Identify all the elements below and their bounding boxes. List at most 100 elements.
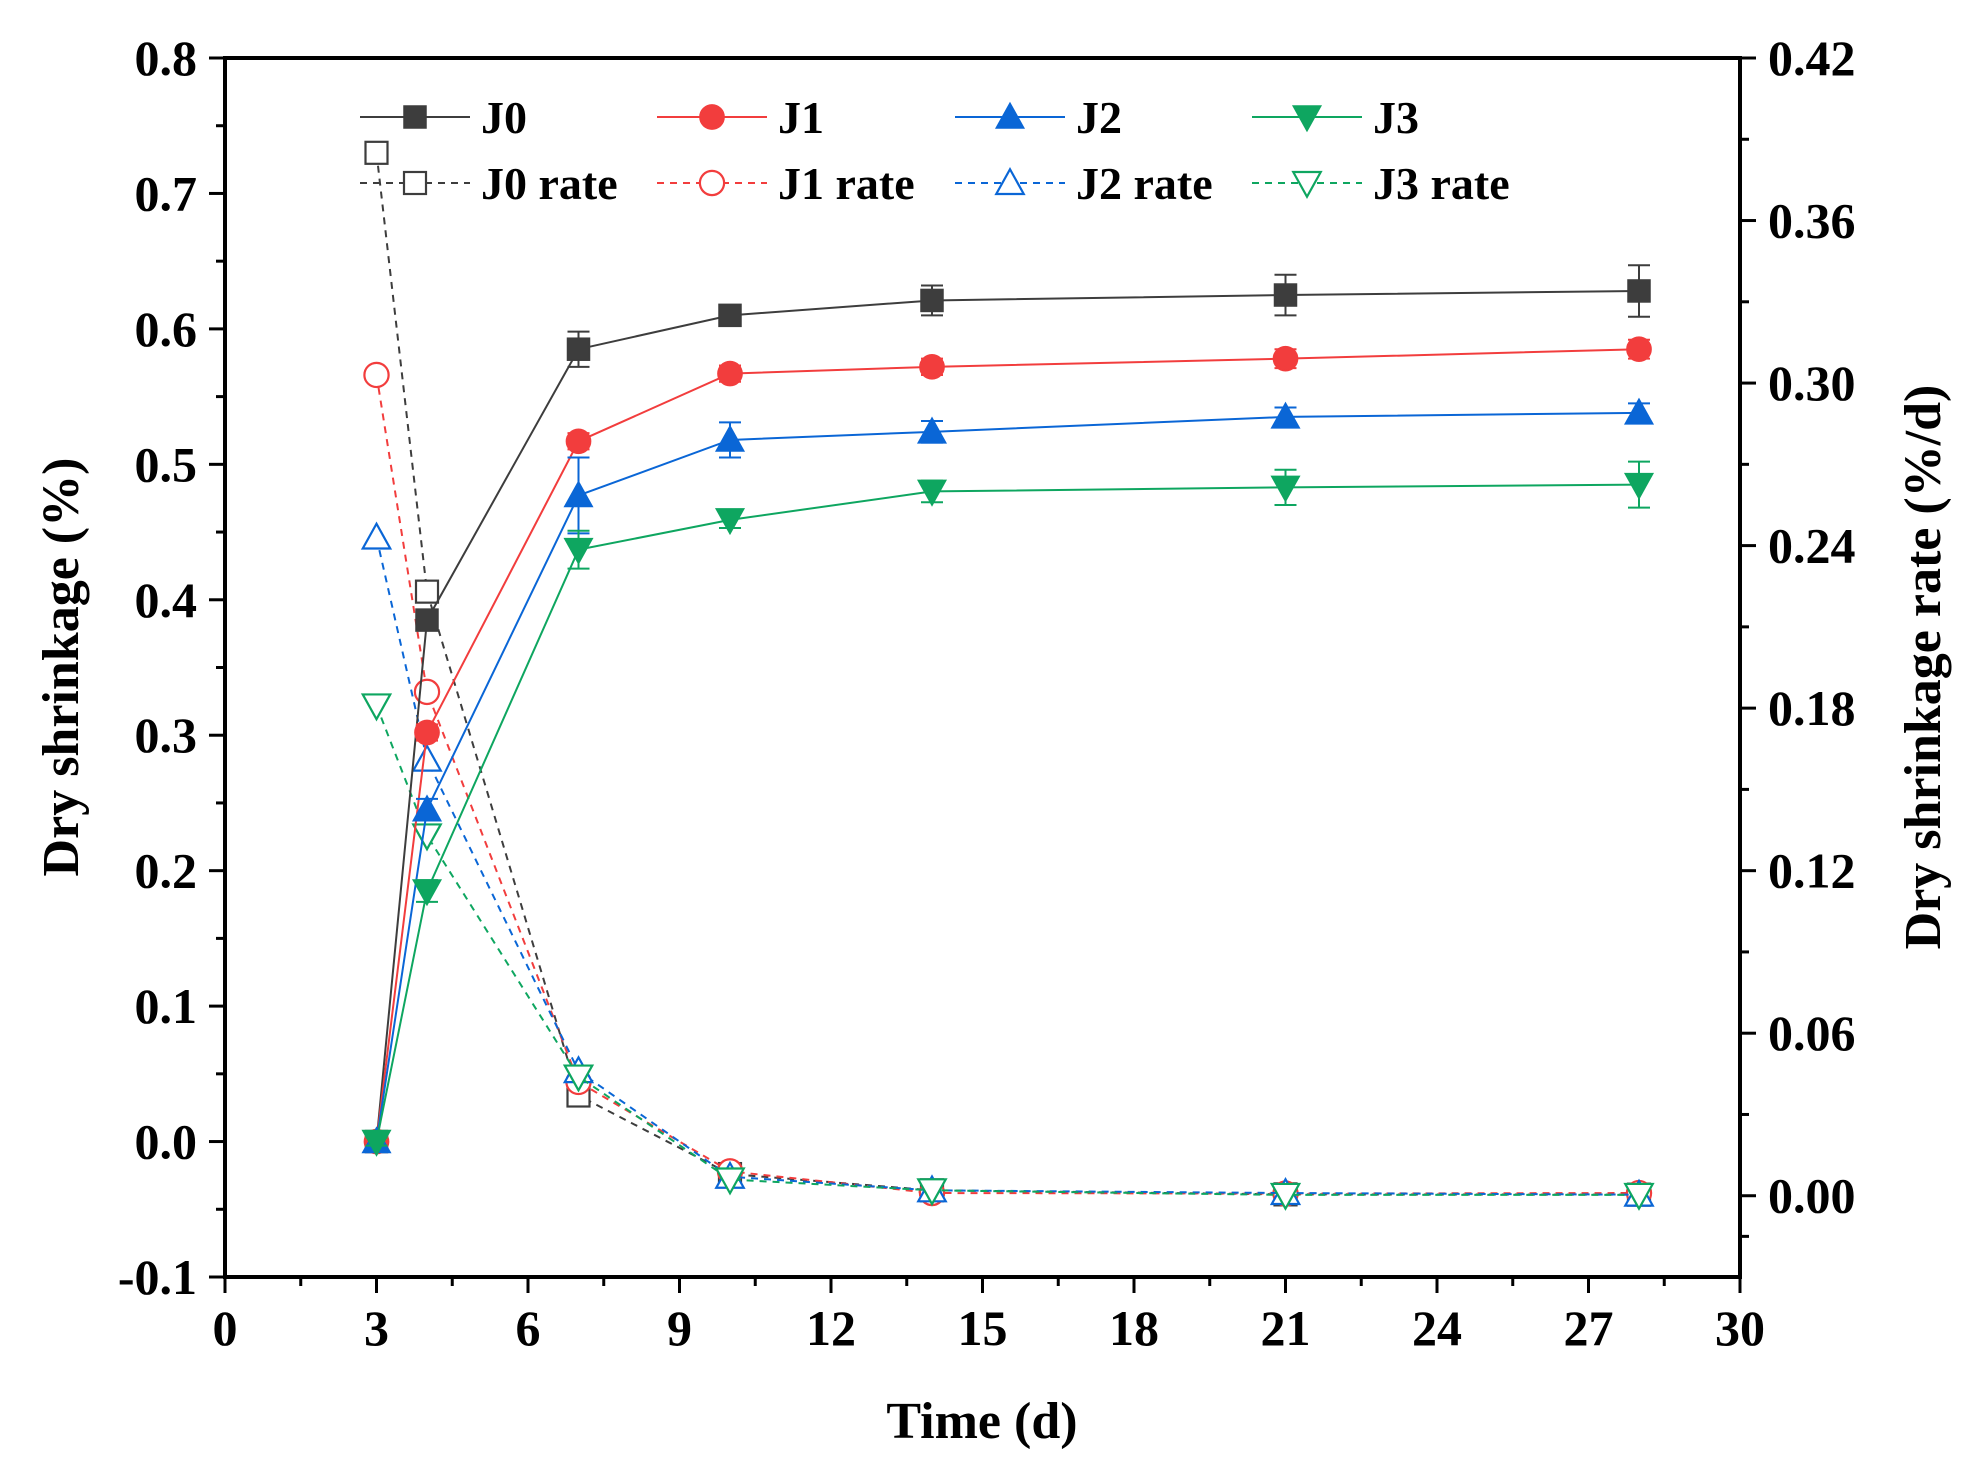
data-point: [361, 1129, 392, 1157]
data-point: [1623, 472, 1655, 500]
x-tick-label: 6: [516, 1300, 541, 1356]
y-tick-label: 0.0: [135, 1114, 198, 1170]
legend-item-j2: J2: [955, 92, 1122, 143]
series-j1-rate: [363, 361, 1653, 1207]
y2-tick-label: 0.24: [1768, 518, 1856, 574]
data-point: [414, 719, 440, 746]
data-point: [411, 743, 443, 772]
y-tick-label: 0.8: [135, 30, 198, 86]
x-axis-title: Time (d): [886, 1393, 1077, 1450]
y2-axis-title: Dry shrinkage rate (%/d): [1895, 385, 1952, 950]
data-point: [714, 424, 746, 452]
y2-tick-label: 0.12: [1768, 843, 1856, 899]
legend-item-j3-rate: J3 rate: [1252, 158, 1510, 209]
data-point: [360, 521, 393, 550]
y-tick-label: 0.4: [135, 572, 198, 628]
data-point: [714, 508, 746, 536]
series-j0: [364, 264, 1651, 1154]
data-point: [363, 361, 390, 389]
legend-label: J0 rate: [481, 158, 618, 209]
data-point: [411, 879, 443, 907]
data-point: [916, 416, 948, 444]
y-tick-label: 0.7: [135, 165, 198, 221]
y-tick-label: 0.3: [135, 707, 198, 763]
series-line: [375, 411, 1640, 1142]
x-tick-label: 3: [364, 1300, 389, 1356]
data-point: [1623, 397, 1655, 425]
x-tick-label: 21: [1261, 1300, 1311, 1356]
legend-marker: [402, 170, 428, 196]
series-j3-rate: [360, 693, 1655, 1211]
series-line: [375, 348, 1640, 1142]
data-point: [566, 337, 591, 361]
y-tick-label: 0.6: [135, 301, 198, 357]
legend-label: J1 rate: [778, 158, 915, 209]
data-point: [562, 1064, 595, 1093]
series-j0-rate: [364, 140, 1652, 1207]
y2-tick-label: 0.30: [1768, 355, 1856, 411]
series-line: [375, 537, 1640, 1196]
series-line: [375, 705, 1639, 1196]
legend-marker: [698, 169, 726, 197]
data-point: [360, 693, 393, 722]
y2-tick-label: 0.42: [1768, 30, 1856, 86]
y-tick-label: 0.5: [135, 436, 198, 492]
data-point: [563, 480, 594, 508]
x-tick-label: 0: [213, 1300, 238, 1356]
legend-label: J0: [481, 92, 527, 143]
series-line: [375, 289, 1640, 1142]
y-tick-label: 0.1: [135, 978, 198, 1034]
plot-frame: [223, 56, 1742, 1279]
series-layer: [360, 140, 1655, 1211]
data-point: [1627, 279, 1651, 303]
legend-item-j2-rate: J2 rate: [955, 158, 1213, 209]
y-tick-label: 0.2: [135, 843, 198, 899]
data-point: [1626, 336, 1652, 363]
data-point: [1273, 283, 1298, 307]
legend-item-j0: J0: [360, 92, 527, 143]
x-tick-label: 18: [1109, 1300, 1159, 1356]
legend-item-j1: J1: [657, 92, 824, 143]
data-point: [1270, 475, 1301, 503]
data-point: [415, 608, 439, 632]
series-line: [375, 152, 1640, 1196]
legend-item-j1-rate: J1 rate: [657, 158, 915, 209]
series-j1: [363, 336, 1652, 1155]
y2-tick-label: 0.00: [1768, 1168, 1856, 1224]
series-j2: [361, 397, 1655, 1154]
legend-label: J2 rate: [1076, 158, 1213, 209]
legend-marker: [699, 104, 725, 130]
legend-label: J1: [778, 92, 824, 143]
data-point: [1623, 1182, 1655, 1211]
data-point: [565, 428, 592, 455]
series-j2-rate: [360, 521, 1655, 1207]
legend-item-j0-rate: J0 rate: [360, 158, 618, 209]
legend-marker: [994, 101, 1026, 129]
y-axis-title: Dry shrinkage (%): [33, 458, 90, 877]
x-tick-label: 30: [1715, 1300, 1765, 1356]
data-point: [714, 1167, 746, 1196]
legend-label: J3 rate: [1373, 158, 1510, 209]
data-point: [414, 579, 440, 604]
x-tick-label: 9: [667, 1300, 692, 1356]
x-tick-label: 12: [806, 1300, 856, 1356]
data-point: [718, 303, 742, 328]
data-point: [916, 479, 948, 507]
data-point: [1270, 401, 1301, 429]
legend-marker: [1291, 105, 1323, 133]
data-point: [563, 537, 594, 565]
legend-item-j3: J3: [1252, 92, 1419, 143]
y2-tick-label: 0.36: [1768, 193, 1856, 249]
data-point: [1272, 345, 1299, 372]
x-tick-label: 27: [1564, 1300, 1614, 1356]
data-point: [411, 823, 443, 852]
y2-tick-label: 0.06: [1768, 1005, 1856, 1061]
series-j3: [361, 460, 1655, 1157]
y-tick-label: -0.1: [118, 1249, 197, 1305]
x-tick-label: 24: [1412, 1300, 1462, 1356]
left-y-axis: -0.1 0.0 0.1 0.2 0.3 0.4 0.5 0.6 0.7 0.8: [118, 30, 225, 1305]
series-line: [375, 483, 1640, 1142]
legend-label: J3: [1373, 92, 1419, 143]
data-point: [364, 140, 389, 165]
